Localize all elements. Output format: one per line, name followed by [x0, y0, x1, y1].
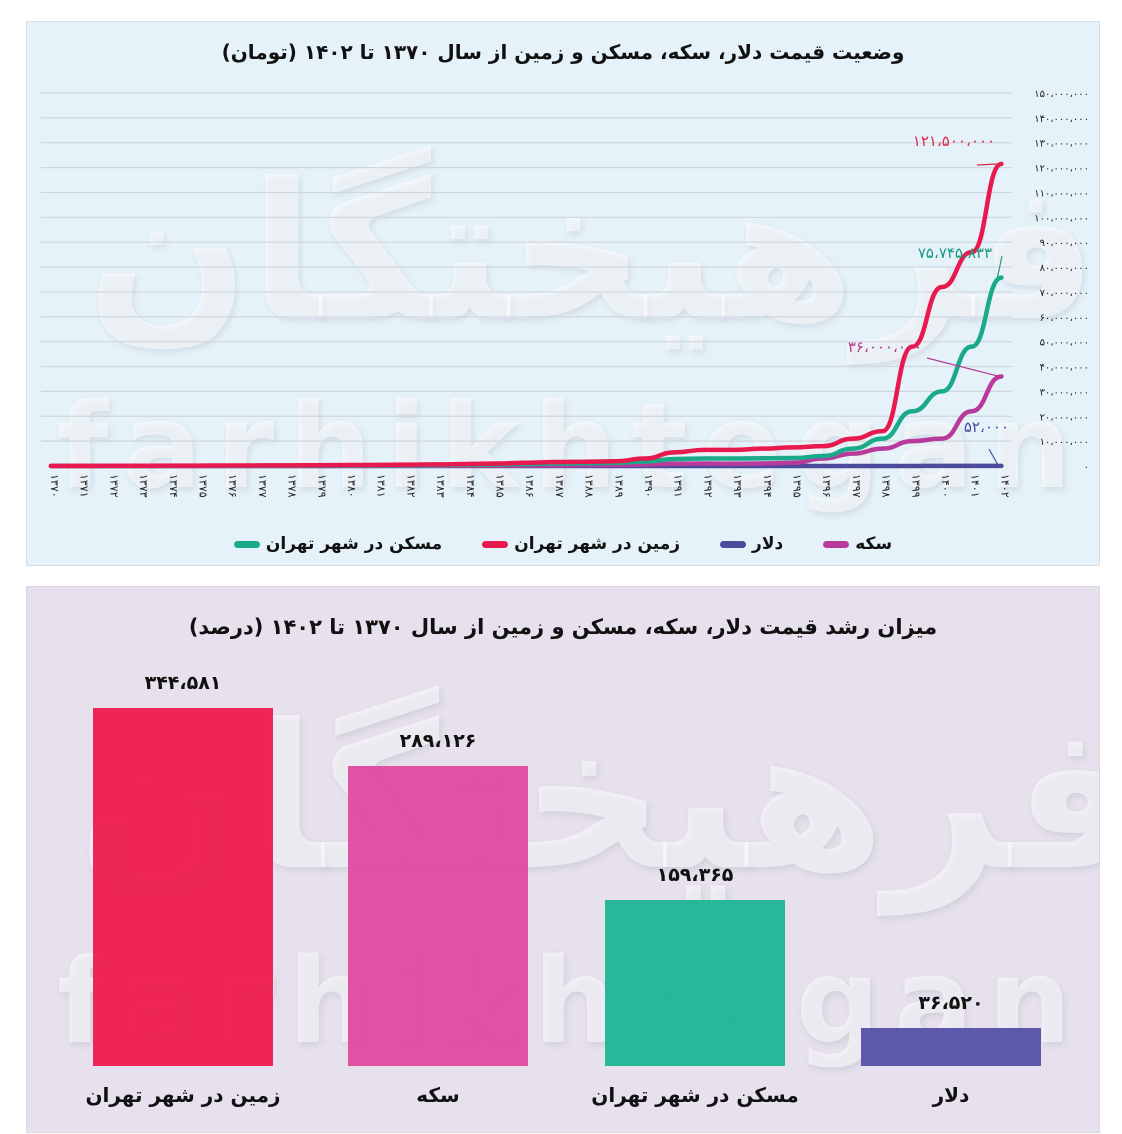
x-tick-label: ۱۳۷۱ — [78, 474, 91, 498]
x-tick-label: ۱۳۹۲ — [701, 474, 714, 498]
y-tick-label: ۱۱۰،۰۰۰،۰۰۰ — [1034, 188, 1089, 199]
legend-swatch-coin — [823, 540, 850, 548]
line-series-land — [48, 161, 1004, 469]
x-tick-label: ۱۴۰۲ — [998, 474, 1011, 498]
x-tick-label: ۱۳۷۴ — [167, 474, 180, 498]
x-tick-label: ۱۳۸۶ — [523, 474, 536, 498]
x-tick-label: ۱۳۸۵ — [494, 474, 507, 498]
annotation-housing: ۷۵،۷۴۵،۸۳۳ — [918, 244, 992, 262]
bar-label-dollar: دلار — [932, 1083, 970, 1107]
bar-coin — [348, 766, 528, 1066]
x-tick-label: ۱۳۷۵ — [197, 474, 210, 498]
bar-value-dollar: ۳۶،۵۲۰ — [918, 992, 984, 1014]
x-tick-label: ۱۳۸۴ — [464, 474, 477, 498]
y-tick-label: ۴۰،۰۰۰،۰۰۰ — [1040, 363, 1089, 374]
annotation-leader-land — [976, 163, 1000, 166]
legend-label-housing: مسکن در شهر تهران — [265, 534, 443, 554]
x-tick-label: ۱۳۸۰ — [345, 474, 358, 498]
line-chart-plot: ۰ ۱۰،۰۰۰،۰۰۰ ۲۰،۰۰۰،۰۰۰ ۳۰،۰۰۰،۰۰۰ ۴۰،۰۰۰،۰۰… — [41, 89, 1089, 498]
y-tick-label: ۱۵۰،۰۰۰،۰۰۰ — [1034, 89, 1089, 100]
legend-item-coin: سکه — [823, 534, 892, 554]
y-tick-label: ۳۰،۰۰۰،۰۰۰ — [1040, 387, 1089, 398]
x-tick-label: ۱۳۷۰ — [48, 474, 61, 498]
bar-chart-title: میزان رشد قیمت دلار، سکه، مسکن و زمین از… — [188, 615, 938, 639]
line-chart-title: وضعیت قیمت دلار، سکه، مسکن و زمین از سال… — [221, 40, 905, 64]
legend-swatch-housing — [233, 540, 260, 548]
x-tick-label: ۱۳۷۷ — [256, 474, 269, 498]
x-tick-label: ۱۳۷۶ — [226, 474, 239, 498]
x-tick-label: ۱۳۷۹ — [315, 474, 328, 498]
y-tick-label: ۲۰،۰۰۰،۰۰۰ — [1040, 412, 1089, 423]
legend-label-coin: سکه — [855, 534, 893, 554]
x-tick-label: ۱۳۸۱ — [375, 474, 388, 498]
annotation-dollar: ۵۲،۰۰۰ — [964, 418, 1009, 436]
x-tick-label: ۱۳۹۰ — [642, 474, 655, 498]
x-tick-label: ۱۳۸۹ — [612, 474, 625, 498]
bar-value-coin: ۲۸۹،۱۲۶ — [399, 730, 477, 752]
bar-housing — [605, 900, 785, 1066]
bar-label-housing: مسکن در شهر تهران — [591, 1083, 799, 1107]
annotation-leader-coin — [926, 357, 1000, 378]
bar-value-housing: ۱۵۹،۳۶۵ — [656, 864, 734, 886]
line-series-coin — [48, 374, 1004, 469]
y-tick-label: ۵۰،۰۰۰،۰۰۰ — [1040, 338, 1089, 349]
bar-label-coin: سکه — [416, 1083, 460, 1107]
annotation-leader-housing — [996, 255, 1003, 278]
x-tick-label: ۱۳۸۸ — [583, 474, 596, 498]
x-tick-label: ۱۳۸۳ — [434, 474, 447, 498]
annotation-coin: ۳۶،۰۰۰،۰۰۰ — [848, 338, 922, 356]
x-tick-label: ۱۳۷۸ — [286, 474, 299, 498]
y-tick-label: ۶۰،۰۰۰،۰۰۰ — [1040, 313, 1089, 324]
y-tick-label: ۱۰،۰۰۰،۰۰۰ — [1040, 437, 1089, 448]
y-tick-label: ۱۰۰،۰۰۰،۰۰۰ — [1034, 213, 1089, 224]
y-tick-label: ۸۰،۰۰۰،۰۰۰ — [1040, 263, 1089, 274]
legend-swatch-land — [482, 540, 509, 548]
x-tick-label: ۱۳۹۳ — [731, 474, 744, 498]
x-tick-label: ۱۴۰۱ — [969, 474, 982, 498]
x-tick-label: ۱۴۰۰ — [939, 474, 952, 498]
legend-item-housing: مسکن در شهر تهران — [233, 534, 443, 554]
bar-land — [93, 708, 273, 1066]
y-tick-label: ۱۲۰،۰۰۰،۰۰۰ — [1034, 164, 1089, 175]
legend-label-land: زمین در شهر تهران — [514, 534, 681, 554]
legend-item-dollar: دلار — [720, 534, 783, 554]
annotation-land: ۱۲۱،۵۰۰،۰۰۰ — [913, 132, 995, 150]
legend-label-dollar: دلار — [752, 534, 784, 554]
y-tick-label: ۱۳۰،۰۰۰،۰۰۰ — [1034, 139, 1089, 150]
x-tick-label: ۱۳۹۶ — [820, 474, 833, 498]
line-chart-legend: سکه دلار زمین در شهر تهران مسکن در شهر ت… — [27, 534, 1099, 554]
bar-chart-panel: فرهیختگان farhikhtegan میزان رشد قیمت دل… — [26, 586, 1100, 1133]
annotation-leader-dollar — [988, 448, 998, 465]
x-tick-label: ۱۳۸۲ — [404, 474, 417, 498]
y-tick-label: ۷۰،۰۰۰،۰۰۰ — [1040, 288, 1089, 299]
legend-item-land: زمین در شهر تهران — [482, 534, 680, 554]
x-tick-label: ۱۳۹۹ — [909, 474, 922, 498]
x-tick-label: ۱۳۷۲ — [107, 474, 120, 498]
x-tick-label: ۱۳۹۵ — [791, 474, 804, 498]
x-tick-label: ۱۳۹۱ — [672, 474, 685, 498]
x-tick-label: ۱۳۹۴ — [761, 474, 774, 498]
x-tick-label: ۱۳۹۸ — [880, 474, 893, 498]
bar-value-land: ۳۴۴،۵۸۱ — [144, 672, 222, 694]
bar-label-land: زمین در شهر تهران — [85, 1083, 281, 1107]
y-tick-label: ۱۴۰،۰۰۰،۰۰۰ — [1034, 114, 1089, 125]
line-chart-panel: فرهیختگان farhikhtegan وضعیت قیمت دلار، … — [26, 21, 1100, 566]
legend-swatch-dollar — [720, 540, 747, 548]
bar-dollar — [861, 1028, 1041, 1066]
y-tick-label: ۰ — [1084, 462, 1089, 473]
x-tick-label: ۱۳۷۳ — [137, 474, 150, 498]
x-tick-label: ۱۳۹۷ — [850, 474, 863, 498]
x-tick-label: ۱۳۸۷ — [553, 474, 566, 498]
y-tick-label: ۹۰،۰۰۰،۰۰۰ — [1040, 238, 1089, 249]
